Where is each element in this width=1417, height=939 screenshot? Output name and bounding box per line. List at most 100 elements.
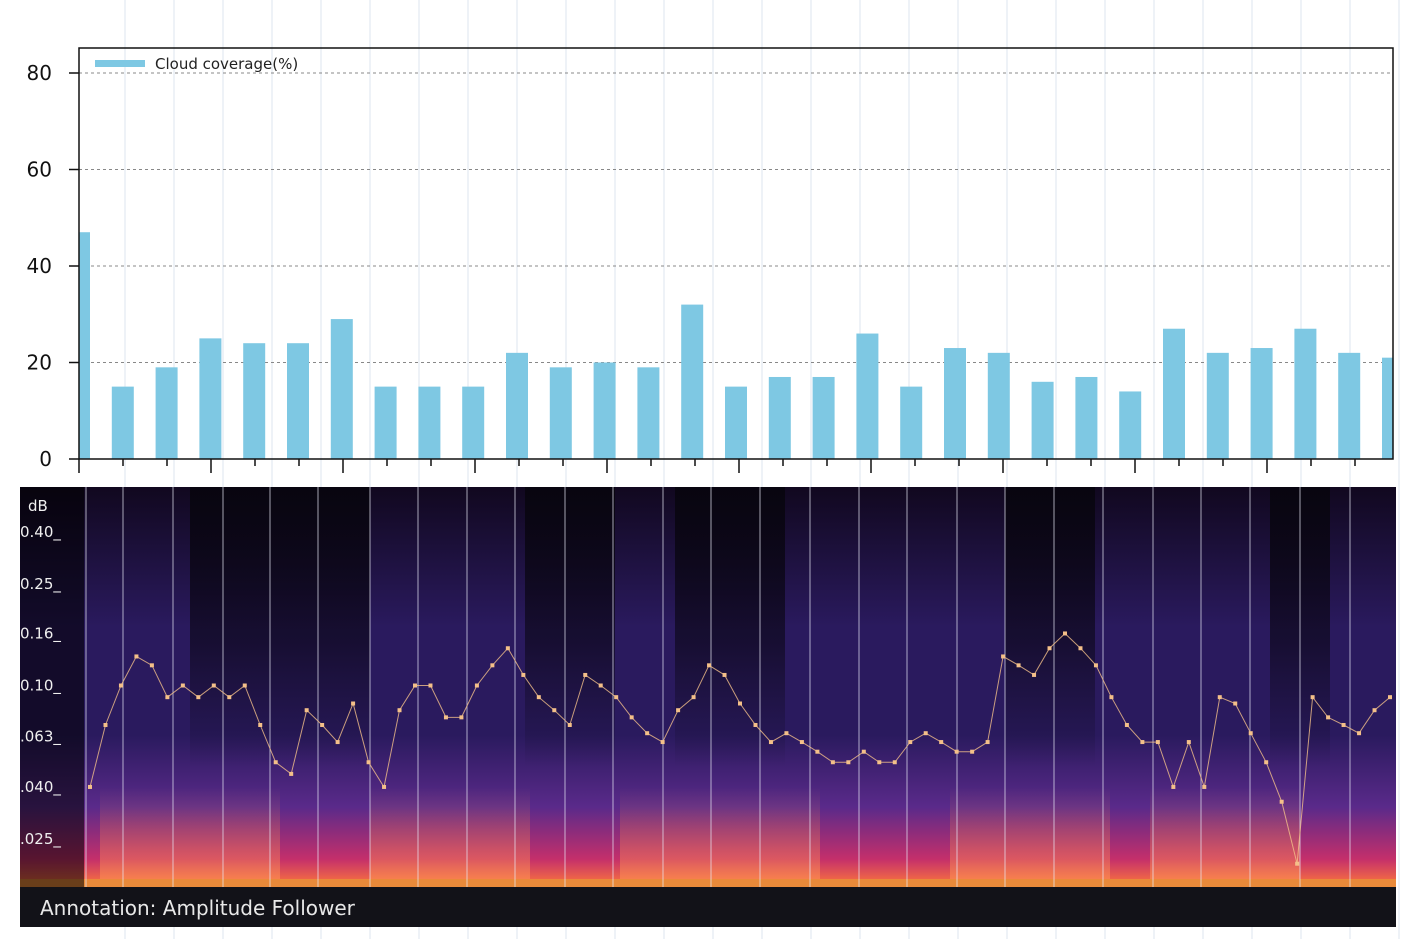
trace-point — [273, 760, 278, 765]
trace-point — [211, 683, 216, 688]
y-tick-label: 80 — [27, 61, 52, 85]
spectrogram-y-axis: dB 0.40_ 0.25_ 0.16_ 0.10_ .063_ .040_ .025_ — [20, 497, 61, 849]
trace-point — [1016, 663, 1021, 668]
bar — [1338, 352, 1361, 459]
trace-point — [196, 695, 201, 700]
trace-point — [304, 708, 309, 713]
bar-chart-y-axis: 0 20 40 60 80 — [27, 61, 79, 471]
trace-point — [1124, 722, 1129, 727]
bar — [79, 232, 90, 459]
trace-point — [1279, 799, 1284, 804]
bar — [462, 386, 485, 459]
bar — [1031, 381, 1054, 459]
y-tick-label: 40 — [27, 254, 52, 278]
bar — [1075, 376, 1098, 459]
dark-column — [1005, 487, 1095, 767]
trace-point — [242, 683, 247, 688]
trace-point — [1217, 695, 1222, 700]
trace-point — [1063, 631, 1067, 636]
trace-point — [382, 784, 387, 789]
trace-point — [1093, 663, 1098, 668]
bar-chart-legend: Cloud coverage(%) — [95, 55, 298, 73]
trace-point — [830, 760, 835, 765]
spectrogram-heatmap — [20, 487, 1396, 887]
trace-point — [134, 654, 139, 659]
dark-column — [675, 487, 785, 767]
bright-band — [370, 787, 530, 887]
trace-point — [1186, 740, 1191, 745]
trace-point — [1171, 784, 1176, 789]
bar — [549, 367, 572, 459]
bright-band — [620, 787, 820, 887]
trace-point — [1310, 695, 1315, 700]
trace-point — [846, 760, 851, 765]
bar — [199, 338, 222, 459]
trace-point — [1032, 672, 1037, 677]
trace-point — [1388, 695, 1392, 700]
trace-point — [1109, 695, 1114, 700]
trace-point — [474, 683, 479, 688]
trace-point — [505, 646, 510, 651]
bar — [1163, 328, 1185, 459]
bar — [1294, 328, 1317, 459]
bar — [637, 367, 660, 459]
trace-point — [552, 708, 557, 713]
bar — [812, 376, 835, 459]
bar — [593, 362, 616, 459]
bar — [418, 386, 441, 459]
bar-chart-gridlines — [79, 72, 1393, 363]
bar — [768, 376, 791, 459]
trace-point — [1233, 701, 1238, 706]
trace-point — [103, 722, 108, 727]
db-tick-label: 0.16_ — [20, 624, 61, 643]
cloud-coverage-bar-chart: 0 20 40 60 80 Cloud coverage(%) — [27, 47, 1394, 473]
trace-point — [1326, 715, 1331, 720]
bar — [900, 386, 923, 459]
trace-point — [536, 695, 541, 700]
trace-point — [227, 695, 232, 700]
trace-point — [1001, 654, 1006, 659]
db-tick-label: 0.25_ — [20, 575, 61, 594]
spectrogram-vertical-lines — [85, 487, 1351, 887]
trace-point — [985, 740, 990, 745]
db-tick-label: .025_ — [20, 830, 61, 849]
dark-column — [525, 487, 615, 767]
trace-point — [768, 740, 773, 745]
trace-point — [645, 731, 650, 736]
spectrogram-panel: dB 0.40_ 0.25_ 0.16_ 0.10_ .063_ .040_ .025_ — [20, 487, 1396, 887]
dark-column — [190, 487, 370, 767]
trace-point — [118, 683, 123, 688]
trace-point — [784, 731, 789, 736]
trace-point — [676, 708, 681, 713]
bar — [856, 333, 879, 459]
bright-band — [1150, 787, 1300, 887]
trace-point — [598, 683, 603, 688]
bar — [1119, 391, 1142, 459]
trace-point — [490, 663, 495, 668]
annotation-text: Annotation: Amplitude Follower — [40, 896, 355, 920]
bar — [725, 386, 747, 459]
trace-point — [861, 749, 866, 754]
trace-point — [707, 663, 712, 668]
left-axis-strip — [20, 487, 84, 887]
db-tick-label: 0.10_ — [20, 677, 61, 696]
trace-point — [954, 749, 959, 754]
db-tick-label: .063_ — [20, 728, 61, 747]
trace-point — [1295, 861, 1300, 866]
trace-point — [335, 740, 340, 745]
trace-point — [351, 701, 356, 706]
y-tick-label: 20 — [27, 351, 52, 375]
bottom-band — [20, 879, 1396, 887]
trace-point — [939, 740, 944, 745]
bar — [681, 304, 704, 459]
trace-point — [738, 701, 742, 706]
amplitude-follower-trace — [88, 631, 1392, 866]
spectrogram: dB 0.40_ 0.25_ 0.16_ 0.10_ .063_ .040_ .025_ — [20, 487, 1396, 887]
legend-label: Cloud coverage(%) — [155, 55, 298, 73]
trace-point — [459, 715, 464, 720]
db-tick-label: 0.40_ — [20, 523, 61, 542]
trace-point — [877, 760, 882, 765]
y-tick-label: 0 — [39, 447, 52, 471]
db-axis-label: dB — [28, 497, 48, 515]
